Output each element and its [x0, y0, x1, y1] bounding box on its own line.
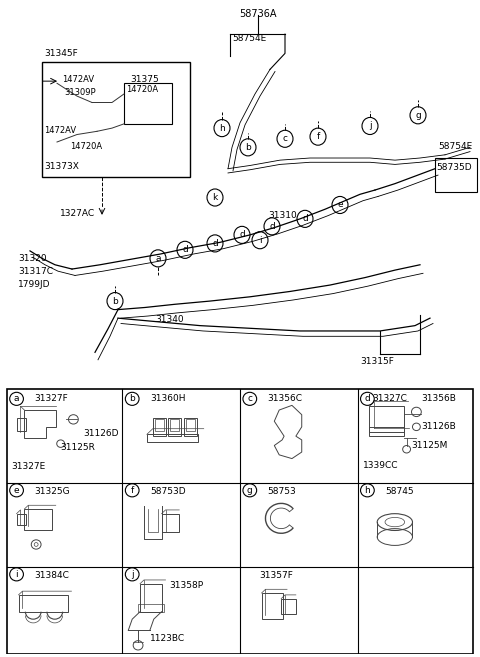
Text: b: b — [245, 143, 251, 152]
Text: 31360H: 31360H — [150, 394, 185, 403]
Text: k: k — [212, 193, 217, 202]
Bar — [138, 604, 164, 612]
Bar — [124, 83, 172, 124]
Text: f: f — [131, 486, 134, 495]
Text: 31126B: 31126B — [421, 422, 456, 431]
Text: 31317C: 31317C — [18, 267, 53, 276]
Text: 58736A: 58736A — [239, 9, 277, 18]
Text: 31126D: 31126D — [83, 429, 119, 438]
Text: h: h — [364, 486, 370, 495]
Text: 31125M: 31125M — [411, 441, 448, 450]
Text: 31373X: 31373X — [44, 162, 79, 171]
Bar — [281, 599, 296, 614]
Bar — [153, 417, 166, 436]
Text: 31327C: 31327C — [372, 394, 407, 403]
Text: 31327F: 31327F — [34, 394, 68, 403]
Text: d: d — [269, 222, 275, 231]
Text: 31325G: 31325G — [34, 487, 70, 495]
Text: g: g — [247, 486, 252, 495]
Text: 14720A: 14720A — [70, 142, 102, 151]
Bar — [162, 514, 179, 532]
Text: d: d — [239, 231, 245, 239]
Bar — [184, 417, 197, 436]
Bar — [370, 427, 404, 436]
Text: 1472AV: 1472AV — [44, 126, 76, 135]
Text: 1327AC: 1327AC — [60, 209, 95, 218]
Text: 31327E: 31327E — [12, 463, 46, 471]
Text: 1799JD: 1799JD — [18, 280, 50, 288]
Text: d: d — [182, 245, 188, 254]
Text: 1123BC: 1123BC — [150, 634, 185, 643]
Text: 31357F: 31357F — [260, 571, 293, 579]
Text: i: i — [15, 570, 18, 579]
Text: d: d — [302, 214, 308, 223]
Text: h: h — [219, 124, 225, 133]
Text: e: e — [337, 200, 343, 210]
Text: 31375: 31375 — [130, 75, 159, 83]
Text: 31356B: 31356B — [421, 394, 456, 403]
Bar — [19, 595, 68, 612]
Bar — [16, 514, 26, 525]
Text: 58753: 58753 — [267, 487, 296, 495]
Text: i: i — [259, 236, 261, 244]
Text: b: b — [112, 296, 118, 306]
Text: g: g — [415, 111, 421, 120]
Text: 14720A: 14720A — [126, 85, 158, 95]
Text: d: d — [364, 394, 370, 403]
Bar — [16, 417, 26, 430]
Bar — [370, 406, 404, 432]
Bar — [170, 419, 179, 430]
Text: 31309P: 31309P — [64, 87, 96, 97]
Bar — [155, 419, 164, 430]
Text: a: a — [155, 254, 161, 263]
Text: 58754E: 58754E — [232, 34, 266, 43]
Text: 31340: 31340 — [155, 315, 184, 324]
Text: c: c — [283, 134, 288, 143]
Bar — [24, 509, 52, 530]
Text: f: f — [316, 132, 320, 141]
Bar — [168, 417, 181, 436]
Text: 58735D: 58735D — [436, 164, 472, 172]
Text: j: j — [131, 570, 133, 579]
Bar — [435, 158, 477, 193]
Text: 1339CC: 1339CC — [362, 461, 398, 470]
Text: 58754E: 58754E — [438, 142, 472, 151]
Text: a: a — [14, 394, 19, 403]
Bar — [42, 62, 190, 177]
Text: 1472AV: 1472AV — [62, 75, 94, 83]
Text: 31384C: 31384C — [34, 571, 69, 579]
Text: b: b — [129, 394, 135, 403]
Text: 31345F: 31345F — [44, 49, 78, 58]
Text: 31356C: 31356C — [267, 394, 302, 403]
Text: 58745: 58745 — [385, 487, 414, 495]
Text: 31310: 31310 — [268, 212, 297, 220]
Bar — [147, 434, 198, 442]
Text: 31358P: 31358P — [169, 581, 204, 590]
Bar — [140, 583, 162, 612]
Text: e: e — [14, 486, 19, 495]
Text: c: c — [247, 394, 252, 403]
Text: j: j — [369, 122, 372, 131]
Text: 31125R: 31125R — [60, 443, 96, 452]
Text: 58753D: 58753D — [150, 487, 185, 495]
Text: 31320: 31320 — [18, 254, 47, 263]
Text: 31315F: 31315F — [360, 357, 394, 365]
Bar — [262, 593, 283, 619]
Bar — [186, 419, 195, 430]
Text: d: d — [212, 239, 218, 248]
